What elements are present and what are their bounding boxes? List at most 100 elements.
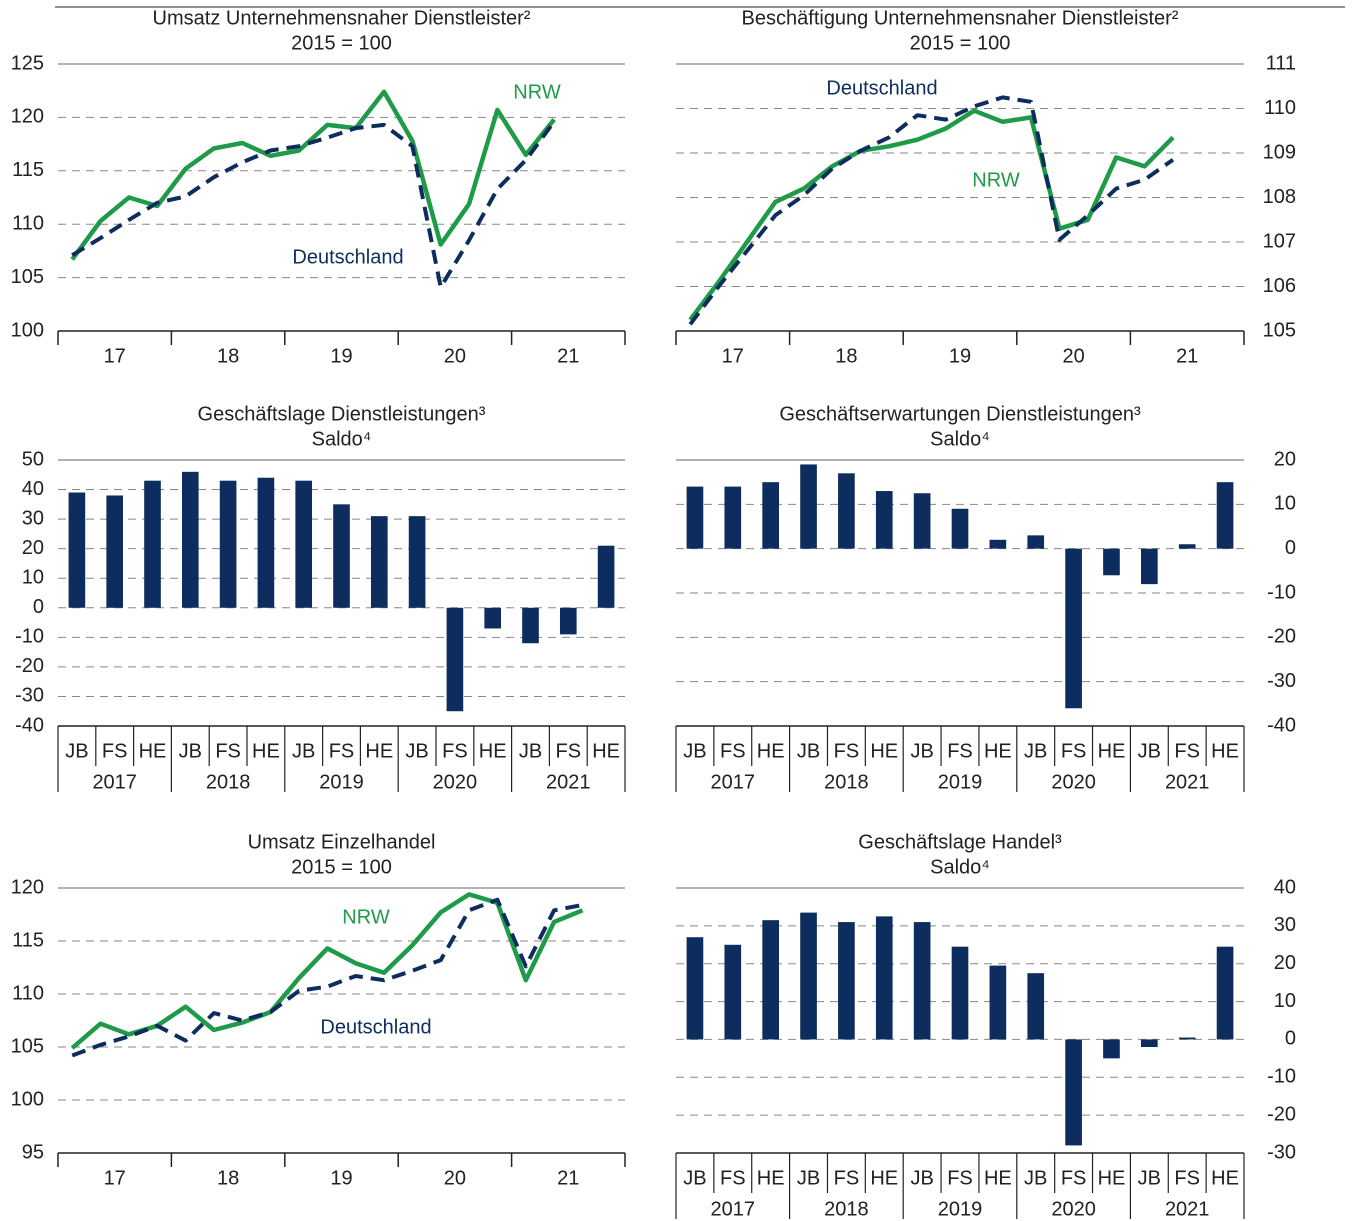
bar [408,516,426,608]
chart-title: Beschäftigung Unternehmensnaher Dienstle… [742,7,1179,29]
series-line [688,108,1175,322]
y-tick-label: 111 [1266,52,1296,74]
y-tick-label: 0 [1285,1028,1296,1050]
y-tick-label: 95 [22,1141,44,1163]
x-tick-label: HE [984,1167,1012,1189]
bar [144,480,161,608]
x-tick-label: 21 [557,345,579,367]
x-tick-label: JB [683,740,706,762]
bar [875,916,893,1040]
chart-title: Umsatz Einzelhandel [248,831,436,853]
y-tick-label: 105 [1263,319,1296,341]
x-tick-label: FS [1174,1167,1200,1189]
x-tick-label: FS [442,740,468,762]
y-tick-label: -10 [1267,1066,1296,1088]
x-tick-label: JB [1138,1167,1161,1189]
x-tick-label: HE [479,740,507,762]
chart-subtitle: Saldo⁴ [930,428,990,450]
bar [838,473,855,549]
x-tick-label: 19 [330,345,352,367]
y-tick-label: -10 [1267,581,1296,603]
y-tick-label: 10 [22,567,44,589]
x-tick-label: 17 [104,345,126,367]
bar [724,944,742,1040]
group-label: 2020 [1051,771,1096,793]
group-label: 2019 [938,771,983,793]
x-tick-label: FS [720,740,746,762]
bar [762,482,779,549]
x-tick-label: 20 [444,1167,466,1189]
bar [1027,973,1045,1040]
bar [597,545,615,608]
chart-subtitle: Saldo⁴ [312,428,372,450]
y-tick-label: 108 [1263,186,1296,208]
x-tick-label: JB [1024,1167,1047,1189]
bar [68,492,86,608]
series-label: NRW [972,169,1020,191]
x-tick-label: HE [984,740,1012,762]
group-label: 2018 [824,771,869,793]
x-tick-label: JB [910,1167,933,1189]
x-tick-label: HE [1098,740,1126,762]
x-tick-label: FS [556,740,582,762]
series-label: NRW [513,81,561,103]
series-line [71,120,556,290]
bar [181,471,199,608]
x-tick-label: HE [252,740,280,762]
chart-subtitle: Saldo⁴ [930,856,990,878]
bar [484,607,502,629]
x-tick-label: HE [1211,740,1239,762]
y-tick-label: -20 [1267,1103,1296,1125]
x-tick-label: JB [65,740,88,762]
y-tick-label: 107 [1263,230,1296,252]
y-tick-label: 125 [11,52,44,74]
group-label: 2017 [711,1198,756,1220]
x-tick-label: FS [947,1167,973,1189]
y-tick-label: 10 [1274,990,1296,1012]
y-tick-label: 20 [1274,952,1296,974]
y-tick-label: 10 [1274,493,1296,515]
bar [800,464,817,549]
series-label: Deutschland [320,1016,431,1038]
bar [1103,1039,1120,1059]
group-label: 2021 [1165,771,1210,793]
y-tick-label: 106 [1263,275,1296,297]
x-tick-label: FS [834,740,860,762]
y-tick-label: 40 [22,478,44,500]
y-tick-label: -20 [1267,626,1296,648]
bar [1065,548,1082,709]
y-tick-label: 110 [12,982,44,1004]
bar [838,922,855,1040]
y-tick-label: -10 [15,626,44,648]
y-tick-label: -30 [1267,1141,1296,1163]
series-label: Deutschland [826,77,937,99]
x-tick-label: JB [179,740,202,762]
y-tick-label: 100 [11,319,44,341]
bar [951,946,969,1040]
x-tick-label: FS [1061,1167,1087,1189]
y-tick-label: -30 [1267,670,1296,692]
chart-subtitle: 2015 = 100 [291,32,392,54]
chart-title: Geschäftslage Dienstleistungen³ [198,403,486,425]
bar [370,516,388,608]
group-label: 2020 [433,771,478,793]
y-tick-label: -30 [15,685,44,707]
x-tick-label: JB [405,740,428,762]
bar [333,504,350,608]
x-tick-label: HE [870,740,898,762]
series-label: Deutschland [292,246,403,268]
x-tick-label: HE [870,1167,898,1189]
bar [295,480,313,608]
bar [1065,1039,1082,1146]
y-tick-label: 115 [12,929,44,951]
y-tick-label: 100 [11,1088,44,1110]
x-tick-label: 17 [104,1167,126,1189]
y-tick-label: 40 [1274,876,1296,898]
bar [1178,544,1196,549]
x-tick-label: FS [215,740,241,762]
bar [257,477,275,608]
group-label: 2018 [824,1198,869,1220]
x-tick-label: HE [592,740,620,762]
x-tick-label: 20 [1062,345,1084,367]
group-label: 2021 [546,771,591,793]
